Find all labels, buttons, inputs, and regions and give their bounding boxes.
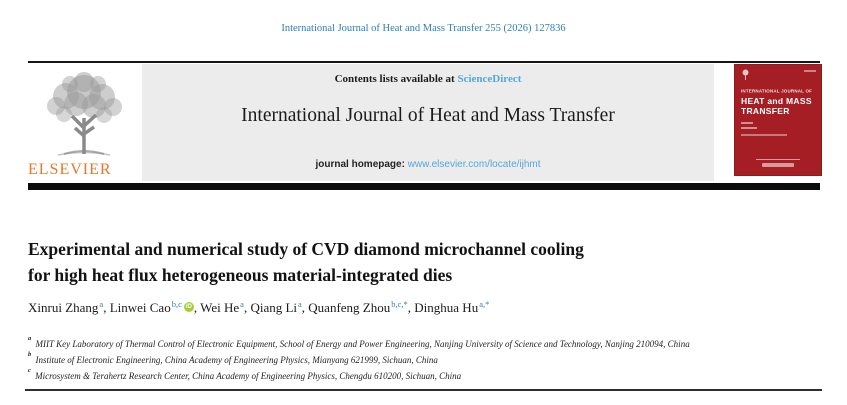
author-affiliation-sup[interactable]: a bbox=[240, 299, 244, 309]
article-title-line1: Experimental and numerical study of CVD … bbox=[28, 239, 584, 259]
author: Wei Hea bbox=[200, 299, 244, 315]
cover-title-line1: HEAT and MASS bbox=[741, 96, 812, 106]
affiliation-list: a MIIT Key Laboratory of Thermal Control… bbox=[28, 335, 820, 383]
affiliation-sup: c bbox=[28, 367, 31, 374]
author: Linwei Caob,c iD bbox=[109, 299, 194, 315]
journal-title: International Journal of Heat and Mass T… bbox=[241, 105, 615, 126]
elsevier-tree-icon bbox=[47, 72, 122, 156]
journal-cover-thumbnail[interactable]: INTERNATIONAL JOURNAL OF HEAT and MASS T… bbox=[734, 64, 822, 176]
homepage-label: journal homepage: bbox=[315, 159, 408, 170]
cover-journal-line: INTERNATIONAL JOURNAL OF bbox=[741, 89, 813, 95]
cover-footer-pill bbox=[762, 163, 794, 167]
section-divider-rule bbox=[25, 389, 822, 391]
author: Qiang Lia bbox=[250, 299, 302, 315]
cover-tree-icon bbox=[742, 69, 749, 80]
author-list: Xinrui Zhanga, Linwei Caob,c iD, Wei Hea,… bbox=[28, 299, 490, 315]
orcid-icon[interactable]: iD bbox=[183, 302, 194, 312]
cover-editor-bar bbox=[741, 127, 757, 129]
author-affiliation-sup[interactable]: b,c,* bbox=[391, 299, 408, 309]
affiliation-sup: b bbox=[28, 351, 32, 358]
header-top-rule bbox=[28, 61, 820, 63]
affiliation-sup: a bbox=[28, 335, 32, 342]
sciencedirect-link[interactable]: ScienceDirect bbox=[457, 73, 522, 85]
cover-title-line2: TRANSFER bbox=[741, 106, 790, 116]
article-title-line2: for high heat flux heterogeneous materia… bbox=[28, 265, 453, 285]
affiliation-line: c Microsystem & Terahertz Research Cente… bbox=[28, 367, 462, 381]
author: Dinghua Hua,* bbox=[414, 299, 490, 315]
author-affiliation-sup[interactable]: a bbox=[298, 299, 302, 309]
homepage-url-link[interactable]: www.elsevier.com/locate/ijhmt bbox=[407, 159, 541, 170]
author-affiliation-sup[interactable]: a bbox=[99, 299, 104, 309]
affiliation-line: a MIIT Key Laboratory of Thermal Control… bbox=[28, 335, 690, 349]
author-affiliation-sup[interactable]: a,* bbox=[479, 299, 490, 309]
affiliation-line: b Institute of Electronic Engineering, C… bbox=[28, 351, 438, 365]
cover-volume-mark bbox=[804, 70, 816, 72]
journal-citation: International Journal of Heat and Mass T… bbox=[281, 23, 566, 34]
elsevier-wordmark: ELSEVIER bbox=[28, 161, 112, 178]
publisher-logo-block: ELSEVIER bbox=[28, 64, 140, 181]
header-bottom-rule bbox=[28, 183, 820, 190]
cover-editor-bar bbox=[741, 134, 787, 136]
contents-lists-text: Contents lists available at bbox=[334, 73, 458, 85]
contents-lists-line: Contents lists available at ScienceDirec… bbox=[142, 73, 714, 85]
cover-footer-line bbox=[756, 159, 800, 160]
homepage-line: journal homepage: www.elsevier.com/locat… bbox=[142, 159, 714, 170]
author-affiliation-sup[interactable]: b,c bbox=[171, 299, 182, 309]
cover-editor-bar bbox=[741, 122, 753, 124]
author: Quanfeng Zhoub,c,* bbox=[308, 299, 408, 315]
author: Xinrui Zhanga bbox=[28, 299, 104, 315]
article-title: Experimental and numerical study of CVD … bbox=[28, 236, 798, 288]
journal-banner: Contents lists available at ScienceDirec… bbox=[142, 64, 714, 181]
